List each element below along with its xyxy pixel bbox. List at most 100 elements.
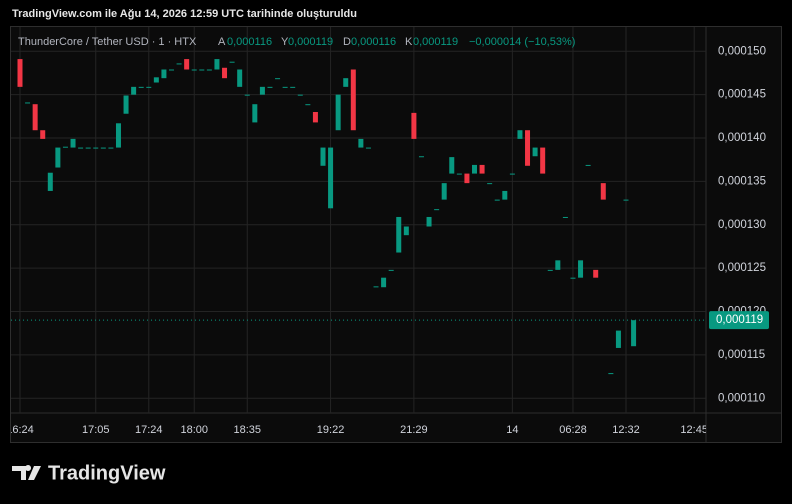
candle-body: [47, 172, 53, 191]
candle-body: [259, 86, 265, 95]
candle-body: [335, 94, 341, 131]
candle-body: [396, 216, 402, 253]
candle-body: [115, 123, 121, 148]
candle-body: [214, 59, 220, 70]
x-tick-label: 17:24: [135, 424, 163, 436]
candle-body: [509, 173, 515, 175]
x-tick-label: 18:00: [180, 424, 208, 436]
candle-body: [502, 190, 508, 200]
candle-body: [146, 86, 152, 88]
candle-body: [434, 209, 440, 211]
y-tick-label: 0,000150: [718, 45, 766, 57]
high-value: 0,000119: [288, 36, 333, 48]
candle-body: [55, 147, 61, 168]
candle-body: [70, 138, 76, 148]
candle-body: [600, 183, 606, 200]
candle-body: [123, 95, 129, 114]
candle-body: [555, 260, 561, 270]
candles: [11, 59, 706, 375]
candle-body: [25, 102, 31, 104]
y-tick-label: 0,000115: [718, 349, 765, 361]
candle-body: [578, 260, 584, 278]
logo: TradingView: [12, 462, 166, 484]
candle-body: [305, 104, 311, 106]
symbol: ThunderCore / Tether USD · 1 · HTX: [18, 36, 197, 48]
candle-body: [631, 320, 637, 347]
candle-body: [585, 164, 591, 166]
candle-body: [562, 216, 568, 218]
chart-frame: [10, 26, 782, 443]
candle-body: [472, 164, 477, 174]
candle-body: [100, 147, 106, 149]
axes: 0,0001100,0001150,0001200,0001250,000130…: [6, 45, 769, 436]
candle-body: [275, 78, 281, 80]
candle-body: [350, 69, 356, 131]
candle-body: [161, 69, 167, 79]
candle-body: [403, 226, 409, 236]
x-tick-label: 12:45: [680, 424, 708, 436]
logo-text: TradingView: [48, 462, 166, 484]
candle-body: [282, 86, 288, 88]
candle-body: [525, 130, 531, 166]
open-value: 0,000116: [227, 36, 272, 48]
candle-body: [85, 147, 91, 149]
candle-body: [358, 138, 364, 148]
candle-body: [547, 269, 553, 271]
candle-body: [206, 69, 212, 71]
candle-body: [222, 67, 228, 79]
close-key: K: [405, 36, 413, 48]
candle-body: [252, 104, 258, 123]
candle-body: [411, 112, 417, 139]
y-tick-label: 0,000140: [718, 132, 766, 144]
close-value: 0,000119: [413, 36, 458, 48]
candle-body: [593, 269, 599, 278]
candle-body: [320, 147, 326, 166]
y-tick-label: 0,000110: [718, 392, 765, 404]
candle-body: [191, 69, 197, 71]
candle-body: [479, 164, 485, 174]
candle-body: [494, 199, 500, 201]
candle-body: [199, 69, 205, 71]
candle-body: [237, 69, 243, 87]
x-tick-label: 14: [506, 424, 518, 436]
candle-body: [426, 216, 432, 227]
legend-line: ThunderCore / Tether USD · 1 · HTX A 0,0…: [18, 36, 575, 48]
candle-body: [487, 183, 493, 185]
candle-body: [176, 63, 182, 65]
x-tick-label: 17:05: [82, 424, 110, 436]
candle-body: [40, 130, 46, 139]
candle-body: [267, 86, 273, 88]
candle-body: [32, 104, 38, 131]
candle-body: [169, 69, 174, 71]
x-tick-label: 06:28: [559, 424, 587, 436]
low-key: D: [343, 36, 351, 48]
y-tick-label: 0,000130: [718, 219, 766, 231]
candle-body: [78, 147, 84, 149]
candle-body: [540, 147, 546, 174]
logo-icon: [12, 465, 41, 480]
y-tick-label: 0,000135: [718, 175, 766, 187]
candle-body: [328, 147, 334, 209]
x-tick-label: 16:24: [6, 424, 34, 436]
candle-body: [570, 277, 576, 279]
candle-body: [517, 130, 523, 139]
change-value: −0,000014 (−10,53%): [469, 36, 575, 48]
candle-body: [290, 86, 296, 88]
caption: TradingView.com ile Ağu 14, 2026 12:59 U…: [12, 8, 357, 20]
candle-body: [373, 286, 379, 288]
last-price-label: 0,000119: [716, 314, 763, 326]
x-tick-label: 19:22: [317, 424, 345, 436]
last-price-badge: [709, 311, 769, 330]
high-key: Y: [281, 36, 289, 48]
candle-body: [456, 173, 462, 175]
candle-body: [365, 147, 371, 149]
candle-body: [441, 183, 447, 200]
candle-body: [312, 112, 318, 123]
candle-body: [184, 59, 190, 70]
candle-body: [388, 269, 394, 271]
candle-body: [532, 147, 538, 157]
candle-body: [464, 173, 470, 184]
candle-body: [343, 78, 349, 87]
